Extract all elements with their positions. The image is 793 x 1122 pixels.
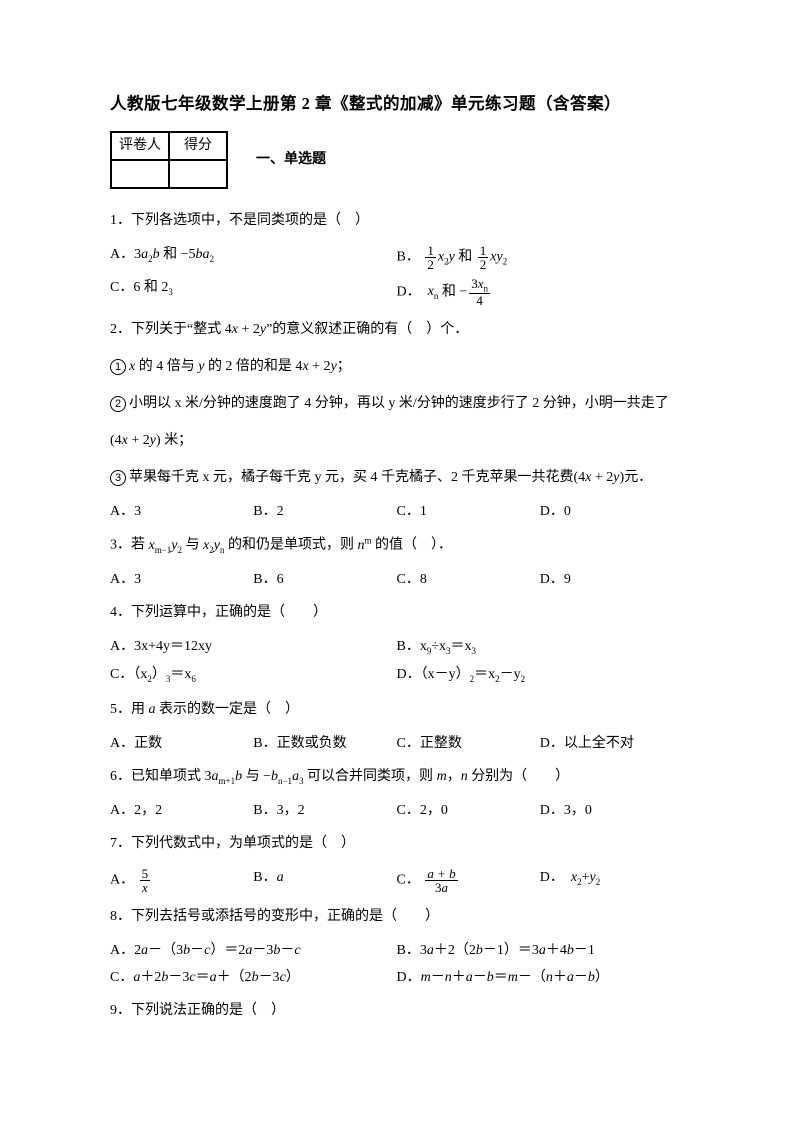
- q2-A: A．3: [110, 501, 253, 522]
- circled-3-icon: 3: [110, 470, 126, 486]
- q2-l1-post: ；: [337, 359, 351, 374]
- q2-line2: 2小明以 x 米/分钟的速度跑了 4 分钟，再以 y 米/分钟的速度步行了 2 …: [110, 390, 683, 418]
- q3-opts: A．3 B．6 C．8 D．9: [110, 569, 683, 590]
- frac-half-1: 12: [425, 244, 436, 271]
- page-title: 人教版七年级数学上册第 2 章《整式的加减》单元练习题（含答案）: [110, 92, 683, 117]
- q8-D: D．m－n＋a－b＝m－（n＋a－b）: [397, 967, 684, 988]
- q7-A-pre: A．: [110, 872, 134, 887]
- scorebox-cell1: [111, 160, 169, 188]
- q4-C: C．（x2）3＝x6: [110, 664, 397, 686]
- q5-C: C．正整数: [397, 733, 540, 754]
- q2-stem-mid: ”的意义叙述正确的有（ ）个．: [266, 322, 468, 337]
- q3-C: C．8: [397, 569, 540, 590]
- q6-opts: A．2，2 B．3，2 C．2，0 D．3，0: [110, 800, 683, 821]
- q5-opts: A．正数 B．正数或负数 C．正整数 D．以上全不对: [110, 733, 683, 754]
- q1-A-pre: A．: [110, 247, 134, 262]
- q2-l2b-post: 米；: [161, 433, 193, 448]
- q8-A: A．2a－（3b－c）＝2a－3b－c: [110, 940, 397, 961]
- frac-half-2: 12: [478, 244, 489, 271]
- q5-A: A．正数: [110, 733, 253, 754]
- q7-A: A． 5x: [110, 867, 253, 894]
- q2-stem-pre: 2．下列关于“整式: [110, 322, 225, 337]
- q2-C: C．1: [397, 501, 540, 522]
- section-1-title: 一、单选题: [256, 149, 326, 170]
- q5-D: D．以上全不对: [540, 733, 683, 754]
- q9-stem: 9．下列说法正确的是（ ）: [110, 997, 683, 1025]
- q7-B: B．a: [253, 867, 396, 894]
- q1-C-expr: 6 和 23: [133, 280, 173, 295]
- q8-stem: 8．下列去括号或添括号的变形中，正确的是（ ）: [110, 903, 683, 931]
- q1-opts-row2: C．6 和 23 D． xn 和 −3xn4: [110, 277, 683, 308]
- q8-C: C．a＋2b－3c＝a＋（2b－3c）: [110, 967, 397, 988]
- q8-opts-r2: C．a＋2b－3c＝a＋（2b－3c） D．m－n＋a－b＝m－（n＋a－b）: [110, 967, 683, 988]
- q7-D: D． x2+y2: [540, 867, 683, 894]
- q6-A: A．2，2: [110, 800, 253, 821]
- q2-l2-pre: 小明以 x 米/分钟的速度跑了 4 分钟，再以 y 米/分钟的速度步行了 2 分…: [129, 396, 669, 411]
- q2-line2b: (4x + 2y) 米；: [110, 427, 683, 455]
- q7-opts: A． 5x B．a C． a + b3a D． x2+y2: [110, 867, 683, 894]
- q3-B: B．6: [253, 569, 396, 590]
- q7-stem: 7．下列代数式中，为单项式的是（ ）: [110, 830, 683, 858]
- q5-stem: 5．用 a 表示的数一定是（ ）: [110, 696, 683, 724]
- q1-C-pre: C．: [110, 280, 133, 295]
- scorebox-cell2: [169, 160, 227, 188]
- q1-D-pre: D．: [397, 284, 421, 299]
- q2-l3-post: 元．: [624, 470, 652, 485]
- scorebox-h2: 得分: [169, 132, 227, 160]
- q3-stem: 3．若 xm−1y2 与 x2yn 的和仍是单项式，则 nm 的值（ ）．: [110, 531, 683, 560]
- q1-B-pre: B．: [397, 249, 420, 264]
- q1-optB: B． 12x2y 和 12xy2: [397, 244, 684, 271]
- q4-D: D．（x－y）2＝x2－y2: [397, 664, 684, 686]
- q4-B: B．x9÷x3＝x3: [397, 636, 684, 658]
- frac-ab3a: a + b3a: [425, 867, 457, 894]
- header-row: 评卷人 得分 一、单选题: [110, 131, 683, 189]
- score-table: 评卷人 得分: [110, 131, 228, 189]
- q2-stem: 2．下列关于“整式 4x + 2y”的意义叙述正确的有（ ）个．: [110, 316, 683, 344]
- q1-stem: 1．下列各选项中，不是同类项的是（ ）: [110, 207, 683, 235]
- q2-line3: 3苹果每千克 x 元，橘子每千克 y 元，买 4 千克橘子、2 千克苹果一共花费…: [110, 464, 683, 492]
- q6-stem: 6．已知单项式 3am+1b 与 −bn−1a3 可以合并同类项，则 m，n 分…: [110, 763, 683, 791]
- q2-line1: 1x 的 4 倍与 y 的 2 倍的和是 4x + 2y；: [110, 353, 683, 381]
- q6-C: C．2，0: [397, 800, 540, 821]
- q4-opts-r2: C．（x2）3＝x6 D．（x－y）2＝x2－y2: [110, 664, 683, 686]
- q7-C: C． a + b3a: [397, 867, 540, 894]
- q3-A: A．3: [110, 569, 253, 590]
- q6-D: D．3，0: [540, 800, 683, 821]
- q8-opts-r1: A．2a－（3b－c）＝2a－3b－c B．3a＋2（2b－1）＝3a＋4b－1: [110, 940, 683, 961]
- q4-opts-r1: A．3x+4y＝12xy B．x9÷x3＝x3: [110, 636, 683, 658]
- q1-optC: C．6 和 23: [110, 277, 397, 308]
- q1-opts-row1: A．3a2b 和 −5ba2 B． 12x2y 和 12xy2: [110, 244, 683, 271]
- circled-2-icon: 2: [110, 396, 126, 412]
- q3-D: D．9: [540, 569, 683, 590]
- q6-B: B．3，2: [253, 800, 396, 821]
- q5-B: B．正数或负数: [253, 733, 396, 754]
- q1-optA: A．3a2b 和 −5ba2: [110, 244, 397, 271]
- q2-B: B．2: [253, 501, 396, 522]
- frac-3xn4: 3xn4: [469, 277, 490, 308]
- q4-A: A．3x+4y＝12xy: [110, 636, 397, 658]
- q2-l3-pre: 苹果每千克 x 元，橘子每千克 y 元，买 4 千克橘子、2 千克苹果一共花费: [129, 470, 574, 485]
- frac-5x: 5x: [140, 867, 151, 894]
- q4-stem: 4．下列运算中，正确的是（ ）: [110, 599, 683, 627]
- q1-optD: D． xn 和 −3xn4: [397, 277, 684, 308]
- q8-B: B．3a＋2（2b－1）＝3a＋4b－1: [397, 940, 684, 961]
- q7-C-pre: C．: [397, 872, 420, 887]
- q2-opts: A．3 B．2 C．1 D．0: [110, 501, 683, 522]
- q1-A-expr: 3a2b 和 −5ba2: [134, 247, 214, 262]
- circled-1-icon: 1: [110, 359, 126, 375]
- q2-D: D．0: [540, 501, 683, 522]
- scorebox-h1: 评卷人: [111, 132, 169, 160]
